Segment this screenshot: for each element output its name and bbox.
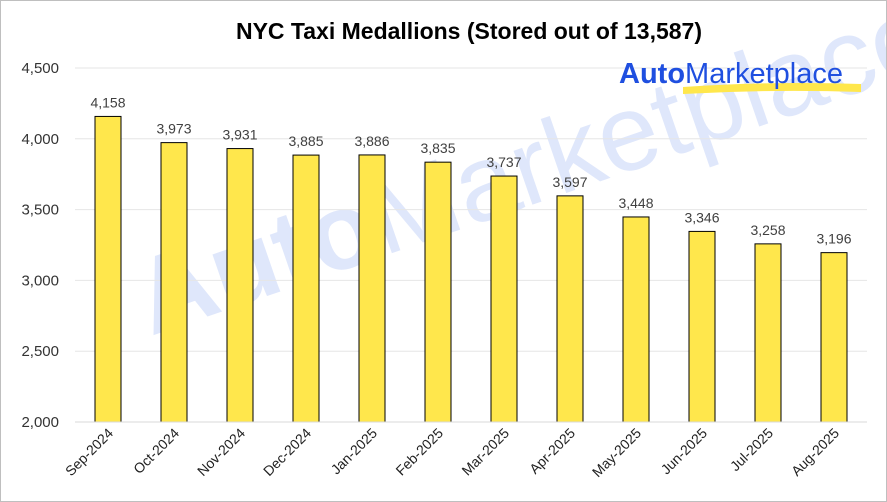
data-label: 3,885 bbox=[288, 133, 323, 149]
data-label: 3,835 bbox=[420, 140, 455, 156]
data-label: 3,973 bbox=[156, 121, 191, 137]
bar-oct-2024 bbox=[160, 142, 188, 423]
x-tick-label: Sep-2024 bbox=[62, 425, 116, 479]
y-tick-label: 3,000 bbox=[21, 272, 59, 289]
data-label: 3,196 bbox=[816, 231, 851, 247]
bar-dec-2024 bbox=[292, 154, 320, 423]
x-tick-label: Apr-2025 bbox=[526, 425, 578, 477]
bar-jan-2025 bbox=[358, 154, 386, 423]
x-tick-label: Nov-2024 bbox=[194, 425, 248, 479]
y-tick-label: 2,500 bbox=[21, 343, 59, 360]
logo-underline bbox=[683, 83, 861, 94]
x-tick-label: Dec-2024 bbox=[260, 425, 314, 479]
x-axis-tick-labels: Sep-2024 Oct-2024 Nov-2024 Dec-2024 Jan-2025… bbox=[62, 425, 842, 480]
bar-aug-2025 bbox=[820, 252, 848, 423]
logo-marketplace-text: Marketplace bbox=[685, 58, 843, 90]
data-label: 3,448 bbox=[618, 195, 653, 211]
x-tick-label: Aug-2025 bbox=[788, 425, 842, 479]
data-label: 3,737 bbox=[486, 154, 521, 170]
y-gridlines bbox=[75, 67, 867, 352]
x-tick-label: May-2025 bbox=[589, 425, 644, 480]
data-label: 3,258 bbox=[750, 222, 785, 238]
svg-text:AutoMarketplace: AutoMarketplace bbox=[619, 58, 843, 90]
y-axis-tick-labels: 2,000 2,500 3,000 3,500 4,000 4,500 bbox=[21, 60, 59, 431]
bar-apr-2025 bbox=[556, 195, 584, 423]
x-tick-label: Jan-2025 bbox=[328, 425, 381, 478]
bar-may-2025 bbox=[622, 216, 650, 423]
bar-jun-2025 bbox=[688, 230, 716, 423]
bar-mar-2025 bbox=[490, 175, 518, 423]
data-labels: 4,158 3,973 3,931 3,885 3,886 3,835 3,737 3,597… bbox=[90, 94, 851, 246]
automarketplace-logo: AutoMarketplace bbox=[619, 58, 861, 94]
data-label: 3,931 bbox=[222, 127, 257, 143]
bar-jul-2025 bbox=[754, 243, 782, 423]
bar-series bbox=[94, 115, 848, 423]
logo-auto-text: Auto bbox=[619, 58, 685, 90]
x-tick-label: Jun-2025 bbox=[658, 425, 711, 478]
bar-nov-2024 bbox=[226, 148, 254, 423]
y-tick-label: 3,500 bbox=[21, 202, 59, 219]
data-label: 3,597 bbox=[552, 174, 587, 190]
y-tick-label: 4,500 bbox=[21, 60, 59, 77]
data-label: 4,158 bbox=[90, 94, 125, 110]
watermark-auto-text: Auto bbox=[119, 163, 391, 357]
data-label: 3,886 bbox=[354, 133, 389, 149]
bar-sep-2024 bbox=[94, 115, 122, 423]
chart-title: NYC Taxi Medallions (Stored out of 13,58… bbox=[236, 18, 702, 44]
bar-feb-2025 bbox=[424, 161, 452, 423]
x-tick-label: Oct-2024 bbox=[130, 425, 182, 477]
x-tick-label: Mar-2025 bbox=[458, 425, 512, 479]
y-tick-label: 2,000 bbox=[21, 414, 59, 431]
x-tick-label: Jul-2025 bbox=[727, 425, 776, 474]
y-tick-label: 4,000 bbox=[21, 131, 59, 148]
data-label: 3,346 bbox=[684, 209, 719, 225]
x-tick-label: Feb-2025 bbox=[392, 425, 446, 479]
